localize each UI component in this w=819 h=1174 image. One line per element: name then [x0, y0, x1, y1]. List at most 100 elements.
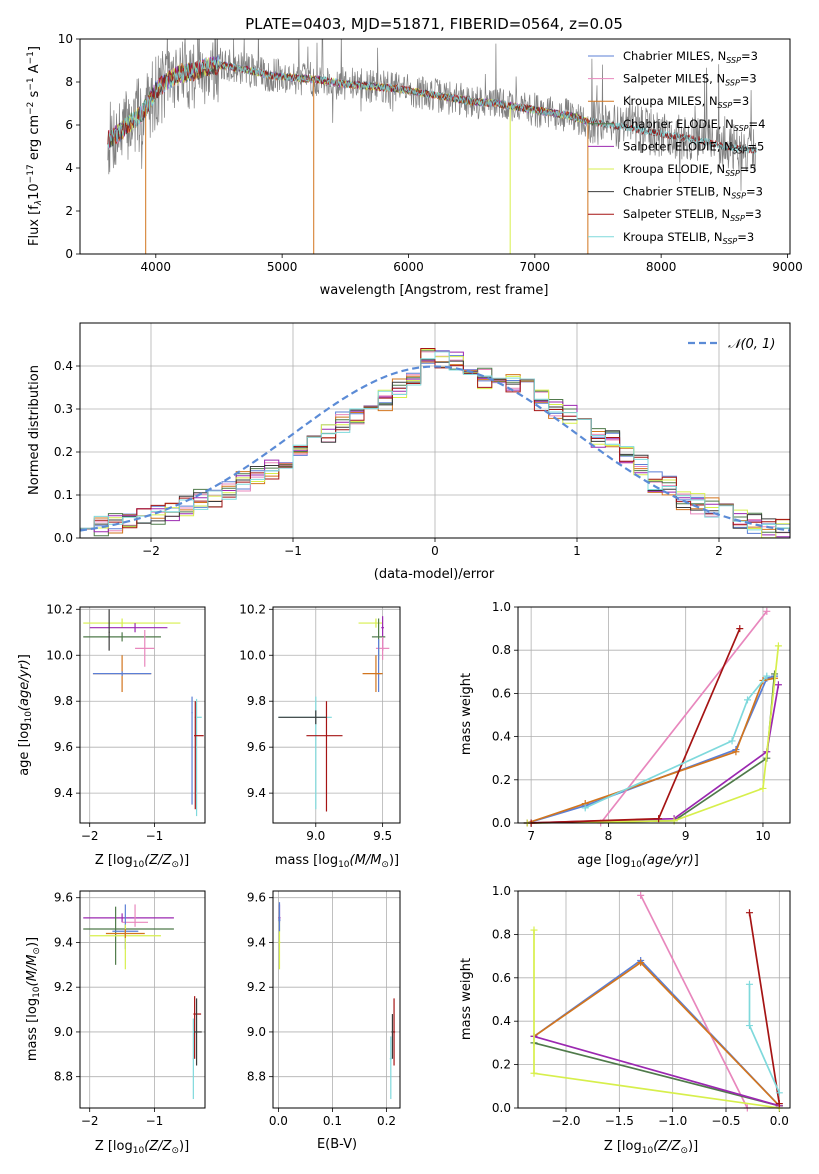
spectrum-panel: PLATE=0403, MJD=51871, FIBERID=0564, z=0… — [26, 15, 803, 298]
spectrum-x-label: wavelength [Angstrom, rest frame] — [320, 283, 549, 298]
age-vs-mass-x-tick-label: 9.0 — [306, 829, 325, 843]
residual-x-tick-label: 0 — [431, 544, 439, 558]
weight-vs-z-series-line — [533, 930, 780, 1109]
weight-vs-age-frame — [517, 606, 791, 824]
observed-spectrum-line — [107, 39, 756, 191]
residual-y-tick-label: 0.2 — [54, 445, 73, 459]
residual-x-label: (data-model)/error — [374, 567, 495, 582]
age-vs-mass-x-label: mass [log10(M/M⊙)] — [275, 853, 399, 870]
spectrum-x-tick-label: 5000 — [267, 260, 298, 274]
mass-vs-ebv-y-tick-label: 9.0 — [247, 1025, 266, 1039]
age-vs-z-frame — [79, 606, 206, 824]
weight-vs-age-point-marker — [728, 737, 736, 745]
weight-vs-z-x-tick-label: −0.5 — [711, 1114, 740, 1128]
weight-vs-z-point-marker — [637, 891, 645, 899]
spectrum-y-tick-label: 8 — [65, 75, 73, 89]
weight-vs-age-x-tick-label: 8 — [605, 829, 613, 843]
weight-vs-z-series-line — [533, 961, 780, 1107]
weight-vs-age-point-marker — [763, 672, 771, 680]
mass-vs-z-y-tick-label: 9.6 — [54, 891, 73, 905]
weight-vs-z-y-tick-label: 0.4 — [492, 1014, 511, 1028]
mass-vs-ebv-y-tick-label: 9.4 — [247, 935, 266, 949]
weight-vs-age-point-marker — [655, 815, 663, 823]
weight-vs-age-series-line — [527, 645, 780, 824]
weight-vs-z-x-tick-label: 0.0 — [770, 1114, 789, 1128]
weight-vs-z-x-label: Z [log10(Z/Z⊙)] — [604, 1139, 698, 1156]
mass-vs-z-y-tick-label: 8.8 — [54, 1070, 73, 1084]
weight-vs-z-y-tick-label: 0.8 — [492, 927, 511, 941]
mass-vs-ebv-x-label: E(B-V) — [317, 1137, 357, 1152]
weight-vs-z-x-tick-label: −2.0 — [551, 1114, 580, 1128]
weight-vs-z-plot-area: −2.0 −1.5 −1.0 −0.5 0.0 0.0 0.2 0.4 0.6 0.8 1.0 — [492, 884, 791, 1128]
residual-frame — [79, 322, 791, 539]
residual-y-tick-label: 0.3 — [54, 402, 73, 416]
weight-vs-z-y-tick-label: 0.6 — [492, 971, 511, 985]
age-vs-mass-y-tick-label: 9.8 — [247, 694, 266, 708]
weight-vs-z-point-marker — [530, 1069, 538, 1077]
mass-vs-z-panel: −2 −1 8.8 9.0 9.2 9.4 9.6 Z [log10(Z/Z⊙)] mass… — [25, 890, 206, 1156]
age-vs-z-x-tick-label: −2 — [81, 829, 99, 843]
age-vs-mass-panel: 9.0 9.5 9.4 9.6 9.8 10.0 10.2 mass [log10(M/M⊙… — [239, 602, 401, 870]
legend-label: Kroupa STELIB, NSSP=3 — [623, 230, 754, 246]
mass-vs-ebv-y-tick-label: 9.6 — [247, 891, 266, 905]
spectrum-x-tick-label: 8000 — [646, 260, 677, 274]
mass-vs-ebv-x-tick-label: 0.1 — [323, 1114, 342, 1128]
weight-vs-age-point-marker — [759, 784, 767, 792]
weight-vs-age-series-line — [527, 684, 780, 824]
age-vs-mass-y-tick-label: 10.0 — [239, 648, 266, 662]
age-vs-z-plot-area: −2 −1 9.4 9.6 9.8 10.0 10.2 — [46, 602, 206, 843]
legend-label: Chabrier STELIB, NSSP=3 — [623, 185, 763, 201]
weight-vs-age-x-tick-label: 9 — [682, 829, 690, 843]
residual-y-label: Normed distribution — [27, 365, 42, 495]
age-vs-z-y-tick-label: 10.2 — [46, 602, 73, 616]
legend-label: Kroupa MILES, NSSP=3 — [623, 94, 749, 110]
age-vs-mass-grid — [273, 607, 400, 823]
weight-vs-z-point-marker — [745, 980, 753, 988]
spectrum-legend: Chabrier MILES, NSSP=3 Salpeter MILES, NS… — [588, 49, 765, 246]
weight-vs-z-series-line — [533, 1042, 780, 1107]
weight-vs-z-point-marker — [775, 1089, 783, 1097]
spectrum-x-tick-label: 9000 — [772, 260, 803, 274]
weight-vs-z-x-tick-label: −1.0 — [658, 1114, 687, 1128]
weight-vs-age-series-line — [527, 677, 775, 824]
residual-x-tick-label: −2 — [142, 544, 160, 558]
legend-label: Kroupa ELODIE, NSSP=5 — [623, 162, 757, 178]
age-vs-z-y-tick-label: 9.6 — [54, 740, 73, 754]
normal-legend-label: 𝒩(0, 1) — [728, 337, 775, 352]
weight-vs-age-panel: 7 8 9 10 0.0 0.2 0.4 0.6 0.8 1.0 age [log10(age/y… — [459, 600, 791, 870]
spectrum-y-tick-label: 0 — [65, 247, 73, 261]
weight-vs-age-y-tick-label: 0.2 — [492, 773, 511, 787]
weight-vs-z-y-tick-label: 1.0 — [492, 884, 511, 898]
age-vs-mass-y-tick-label: 9.6 — [247, 740, 266, 754]
spectrum-title: PLATE=0403, MJD=51871, FIBERID=0564, z=0… — [245, 15, 623, 33]
mass-vs-ebv-plot-area: 0.0 0.1 0.2 8.8 9.0 9.2 9.4 9.6 — [247, 890, 401, 1128]
residual-plot-area: −2 −1 0 1 2 0.0 0.1 0.2 0.3 0.4 — [54, 322, 791, 558]
mass-vs-z-y-tick-label: 9.0 — [54, 1025, 73, 1039]
mass-vs-ebv-y-tick-label: 8.8 — [247, 1070, 266, 1084]
residual-x-tick-label: −1 — [284, 544, 302, 558]
mass-vs-z-x-label: Z [log10(Z/Z⊙)] — [95, 1139, 189, 1156]
weight-vs-z-x-tick-label: −1.5 — [605, 1114, 634, 1128]
age-vs-z-y-tick-label: 9.4 — [54, 786, 73, 800]
mass-vs-ebv-x-tick-label: 0.2 — [377, 1114, 396, 1128]
legend-label: Salpeter ELODIE, NSSP=5 — [623, 139, 764, 155]
mass-vs-z-grid — [80, 891, 205, 1108]
residual-y-tick-label: 0.0 — [54, 531, 73, 545]
weight-vs-z-point-marker — [530, 926, 538, 934]
spectrum-y-tick-label: 4 — [65, 161, 73, 175]
spectrum-y-tick-label: 10 — [58, 32, 73, 46]
weight-vs-age-y-tick-label: 0.6 — [492, 686, 511, 700]
weight-vs-age-point-marker — [736, 625, 744, 633]
spectrum-x-tick-label: 7000 — [520, 260, 551, 274]
weight-vs-z-point-marker — [745, 909, 753, 917]
weight-vs-z-y-tick-label: 0.2 — [492, 1058, 511, 1072]
weight-vs-z-frame — [517, 890, 791, 1109]
weight-vs-z-panel: −2.0 −1.5 −1.0 −0.5 0.0 0.0 0.2 0.4 0.6 0.8 1.0 Z … — [459, 884, 791, 1156]
spectrum-plot-area: 4000 5000 6000 7000 8000 9000 0 2 4 6 8 10 — [58, 32, 803, 274]
age-vs-z-grid — [80, 607, 205, 823]
weight-vs-z-y-label: mass weight — [459, 958, 474, 1040]
age-vs-mass-plot-area: 9.0 9.5 9.4 9.6 9.8 10.0 10.2 — [239, 602, 401, 843]
spectrum-y-tick-label: 2 — [65, 204, 73, 218]
weight-vs-z-point-marker — [745, 1022, 753, 1030]
mass-vs-z-x-tick-label: −2 — [81, 1114, 99, 1128]
